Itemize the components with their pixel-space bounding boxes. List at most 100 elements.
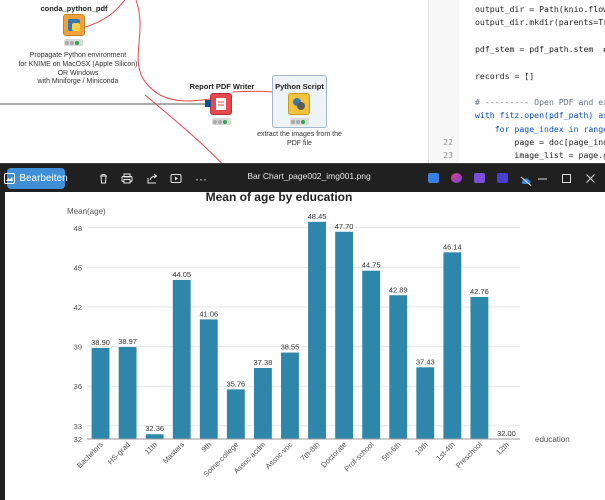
- y-tick-label: 39: [74, 343, 82, 352]
- code-text: # --------- Open PDF and ex: [475, 97, 605, 108]
- code-text: output_dir.mkdir(parents=Tru: [475, 17, 605, 28]
- line-number: 23: [443, 150, 453, 161]
- y-tick-label: 48: [74, 224, 82, 233]
- data-label: 32.00: [497, 429, 516, 438]
- python-script-node[interactable]: [288, 93, 310, 115]
- conda-node-status: [64, 39, 83, 46]
- data-label: 47.70: [335, 222, 354, 231]
- data-label: 48.45: [308, 212, 327, 221]
- x-tick-label: 11th: [143, 440, 159, 456]
- x-tick-label: HS-grad: [106, 440, 132, 466]
- code-text: records = []: [475, 70, 535, 81]
- clipchamp-app-icon[interactable]: [474, 173, 485, 183]
- x-tick-label: Preschool: [454, 440, 484, 470]
- chart-title: Mean of age by education: [206, 192, 353, 204]
- image-viewer-window: Bearbeiten ··· Bar Chart_page002_img001.…: [0, 163, 605, 500]
- x-tick-label: 12th: [494, 440, 511, 457]
- report-icon: [216, 98, 226, 110]
- node-description-python: extract the images from the PDF file: [257, 131, 342, 147]
- bar: [308, 221, 326, 439]
- data-label: 35.76: [226, 379, 245, 388]
- y-axis-label: Mean(age): [67, 207, 106, 216]
- chart-image: 38.90 38.97 32.36 44.05 41.06 35.76 37.38 38.55…: [5, 190, 605, 500]
- knime-workflow-canvas[interactable]: conda_python_pdf Propagate Python enviro…: [0, 0, 428, 170]
- report-node-status: [212, 118, 231, 125]
- designer-app-icon[interactable]: [451, 173, 462, 183]
- minimize-icon[interactable]: [532, 169, 552, 187]
- bar: [118, 346, 137, 439]
- bar-chart: 38.90 38.97 32.36 44.05 41.06 35.76 37.38 38.55…: [67, 190, 570, 479]
- edit-button[interactable]: Bearbeiten: [4, 168, 68, 189]
- data-label: 38.97: [118, 337, 137, 346]
- data-label: 38.90: [91, 338, 110, 347]
- node-title-python: Python Script: [275, 82, 324, 91]
- data-label: 46.14: [443, 242, 462, 251]
- photo-editor-app-icon[interactable]: [428, 173, 439, 183]
- code-text: image_list = page.ge: [475, 150, 605, 161]
- code-line: # --------- Open PDF and ex: [429, 97, 605, 110]
- code-line: for page_index in range(: [429, 124, 605, 137]
- code-text: page = doc[page_inde: [475, 137, 605, 147]
- slideshow-icon[interactable]: [165, 168, 187, 189]
- code-line: output_dir.mkdir(parents=Tru: [429, 17, 605, 30]
- data-label: 44.75: [362, 261, 381, 270]
- node-description-conda: Propagate Python environment for KNIME o…: [18, 52, 138, 86]
- bar: [470, 296, 489, 439]
- data-labels: 38.90 38.97 32.36 44.05 41.06 35.76 37.38 38.55…: [91, 212, 516, 438]
- data-label: 37.43: [416, 357, 435, 366]
- bars: [91, 221, 489, 439]
- close-icon[interactable]: [580, 169, 600, 187]
- python-logo-icon: [293, 98, 305, 110]
- x-tick-label: 7th-8th: [299, 440, 322, 463]
- report-node-input-port[interactable]: [205, 100, 211, 107]
- report-pdf-writer-node[interactable]: [210, 93, 232, 115]
- connection-lines: [0, 0, 296, 170]
- bar: [335, 231, 354, 439]
- trash-icon[interactable]: [92, 168, 114, 189]
- x-tick-label: Prof-school: [342, 440, 375, 473]
- more-icon[interactable]: ···: [195, 171, 207, 186]
- python-node-icon: [68, 19, 80, 31]
- viewer-title: Bar Chart_page002_img001.png: [247, 171, 371, 181]
- data-label: 42.89: [389, 285, 408, 294]
- y-tick-label: 32: [74, 435, 82, 444]
- code-text: output_dir = Path(knio.flow_: [475, 4, 605, 14]
- x-tick-label: Masters: [161, 440, 186, 465]
- video-app-icon[interactable]: [497, 173, 508, 183]
- data-label: 44.05: [172, 270, 191, 279]
- x-tick-label: 5th-6th: [380, 440, 403, 463]
- cloud-sync-off-icon[interactable]: [520, 173, 532, 186]
- code-editor[interactable]: output_dir = Path(knio.flow_ output_dir.m…: [428, 0, 605, 170]
- x-tick-label: Assoc-voc: [264, 440, 295, 471]
- code-line: 22 page = doc[page_inde: [429, 137, 605, 150]
- data-label: 38.55: [281, 343, 300, 352]
- edit-image-icon: [4, 173, 16, 184]
- x-tick-label: 9th: [199, 440, 213, 454]
- maximize-icon[interactable]: [556, 169, 576, 187]
- code-line: records = []: [429, 71, 605, 84]
- line-number: 22: [443, 137, 453, 147]
- node-title-conda: conda_python_pdf: [40, 4, 108, 13]
- y-tick-label: 36: [74, 382, 82, 391]
- share-icon[interactable]: [141, 168, 163, 189]
- x-axis-label: education: [535, 435, 570, 444]
- data-label: 42.76: [470, 287, 489, 296]
- bar: [281, 352, 299, 439]
- print-icon[interactable]: [116, 168, 138, 189]
- y-tick-label: 45: [74, 263, 82, 272]
- x-tick-label: 1st-4th: [434, 440, 457, 463]
- bar: [416, 367, 435, 439]
- line-number-gutter: [429, 0, 459, 170]
- code-text: pdf_stem = pdf_path.stem #: [475, 43, 605, 54]
- data-label: 37.38: [254, 358, 273, 367]
- bar: [443, 252, 462, 439]
- code-line: [429, 84, 605, 97]
- code-text: for page_index in range(: [475, 123, 605, 134]
- code-line: pdf_stem = pdf_path.stem #: [429, 44, 605, 57]
- bar: [389, 295, 408, 439]
- conda-node[interactable]: [63, 14, 85, 36]
- python-node-status: [290, 118, 309, 125]
- bar: [91, 347, 110, 439]
- bar: [199, 319, 218, 439]
